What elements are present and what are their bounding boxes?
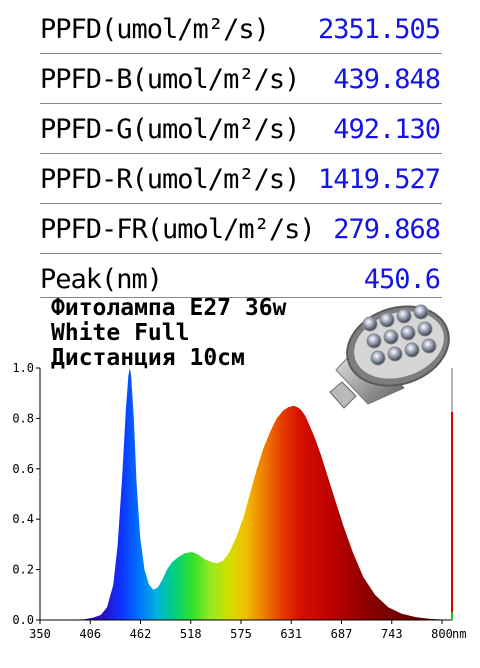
metric-value: 1419.527	[317, 164, 441, 195]
metric-label: PPFD-R(umol/m²/s)	[40, 164, 300, 195]
row-divider	[40, 253, 442, 254]
led-lens	[379, 312, 395, 328]
row-divider	[40, 153, 442, 154]
metric-label: PPFD-FR(umol/m²/s)	[40, 214, 316, 245]
bulb-socket	[329, 381, 357, 409]
led-lens	[396, 308, 412, 324]
led-lens	[417, 321, 433, 337]
spectrum-area	[40, 368, 442, 620]
metric-label: PPFD-G(umol/m²/s)	[40, 114, 300, 145]
y-tick-label: 0.0	[12, 613, 34, 627]
metric-label: PPFD(umol/m²/s)	[40, 14, 270, 45]
row-divider	[40, 103, 442, 104]
y-tick-label: 0.2	[12, 563, 34, 577]
x-tick-label: 631	[280, 627, 302, 641]
led-lens	[413, 304, 429, 320]
metric-row-ppfd-g: PPFD-G(umol/m²/s) 492.130	[0, 105, 480, 155]
x-tick-label: 518	[180, 627, 202, 641]
metric-row-ppfd-b: PPFD-B(umol/m²/s) 439.848	[0, 55, 480, 105]
led-lens	[370, 350, 386, 366]
y-tick-label: 0.8	[12, 411, 34, 425]
x-tick-label: 462	[130, 627, 152, 641]
metric-label: Peak(nm)	[40, 264, 163, 295]
led-lens	[387, 346, 403, 362]
metric-row-ppfd-fr: PPFD-FR(umol/m²/s) 279.868	[0, 205, 480, 255]
metric-value: 279.868	[333, 214, 441, 245]
y-tick-label: 0.6	[12, 462, 34, 476]
metric-row-ppfd: PPFD(umol/m²/s) 2351.505	[0, 5, 480, 55]
caption-line-distance: Дистанция 10см	[51, 345, 245, 371]
led-lens	[362, 316, 378, 332]
row-divider	[40, 203, 442, 204]
x-tick-label: 743	[381, 627, 403, 641]
metric-value: 492.130	[333, 114, 441, 145]
x-tick-label: 800	[431, 627, 453, 641]
led-array	[362, 304, 437, 366]
led-lens	[383, 329, 399, 345]
x-tick-label: 575	[230, 627, 252, 641]
metric-value: 450.6	[363, 264, 441, 295]
metric-value: 2351.505	[317, 14, 441, 45]
par-led-bulb-icon	[329, 304, 450, 409]
row-divider	[40, 53, 442, 54]
led-lens	[366, 333, 382, 349]
metric-row-ppfd-r: PPFD-R(umol/m²/s) 1419.527	[0, 155, 480, 205]
metric-value: 439.848	[333, 64, 441, 95]
y-tick-label: 1.0	[12, 361, 34, 375]
led-lens	[400, 325, 416, 341]
x-axis-ticks: 350 406 462 518 575 631 687 743 800	[29, 620, 453, 641]
caption-line-type: White Full	[51, 320, 190, 346]
metric-row-peak: Peak(nm) 450.6	[0, 255, 480, 305]
metric-label: PPFD-B(umol/m²/s)	[40, 64, 300, 95]
y-tick-label: 0.4	[12, 512, 34, 526]
lamp-caption: Фитолампа E27 36w White Full Дистанция 1…	[51, 296, 286, 371]
caption-line-model: Фитолампа E27 36w	[51, 295, 287, 321]
led-lens	[404, 342, 420, 358]
y-axis-ticks: 0.0 0.2 0.4 0.6 0.8 1.0	[12, 361, 40, 627]
x-axis-unit: nm	[452, 627, 466, 641]
x-tick-label: 687	[331, 627, 353, 641]
row-divider	[40, 297, 442, 298]
x-tick-label: 350	[29, 627, 51, 641]
spectrum-chart: 0.0 0.2 0.4 0.6 0.8 1.0 350 406 462 518 575 631 687…	[12, 361, 466, 641]
led-lens	[421, 338, 437, 354]
x-tick-label: 406	[79, 627, 101, 641]
